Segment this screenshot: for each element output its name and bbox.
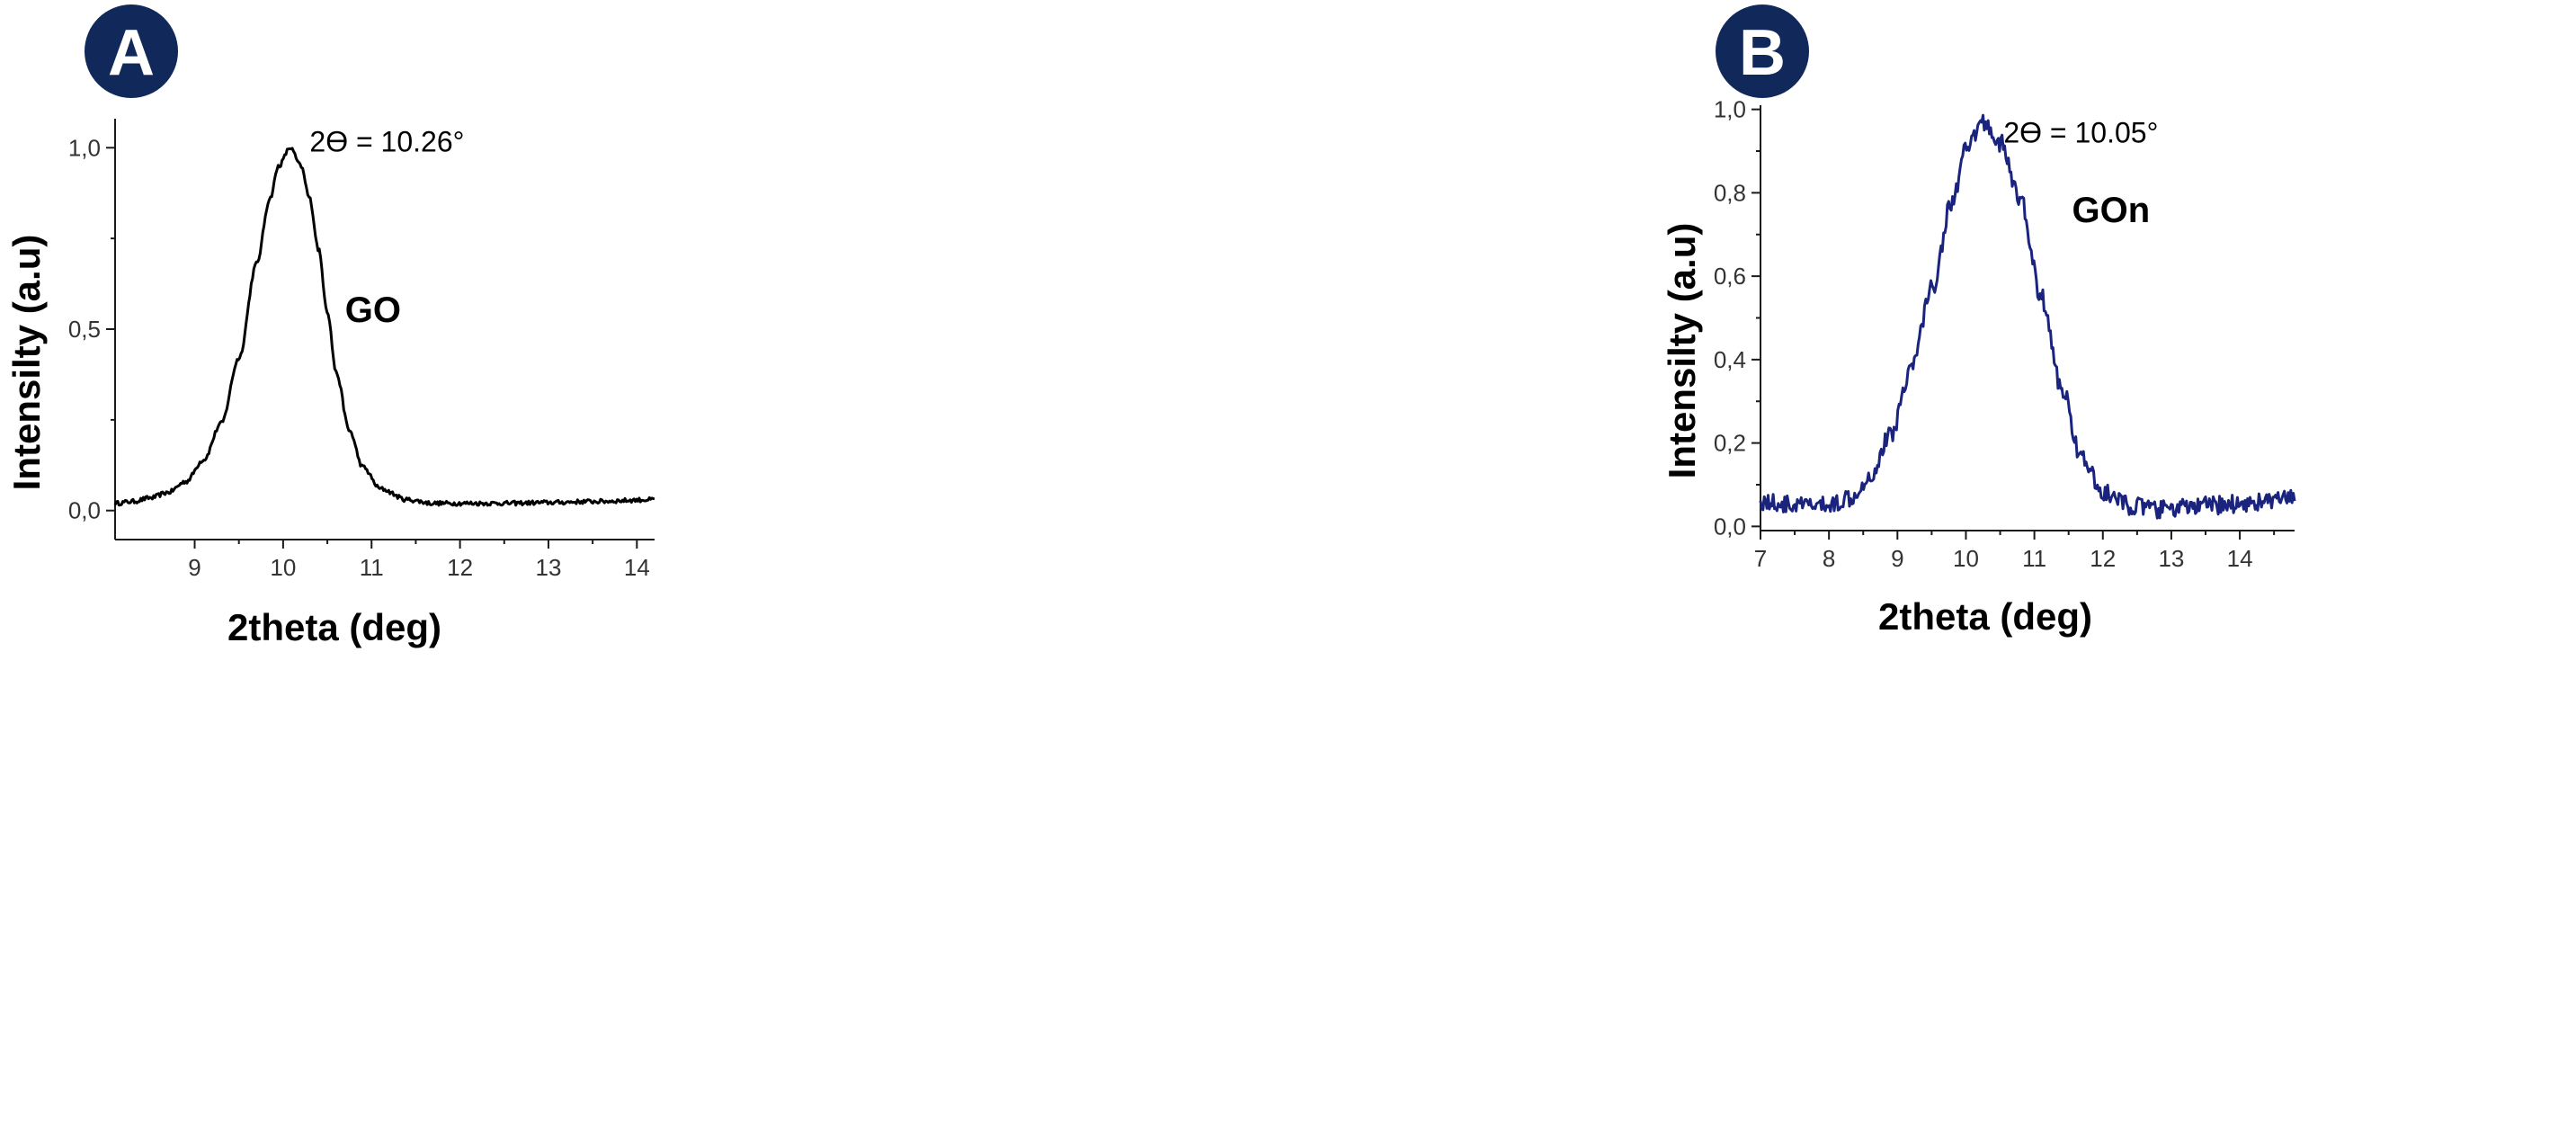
chart-a-y-tick-label: 0,5 [68,316,101,343]
chart-a-x-tick-label: 14 [624,554,650,581]
chart-b-y-tick-label: 0,6 [1714,263,1746,290]
chart-a-x-tick-label: 12 [447,554,473,581]
chart-b-x-axis-title: 2theta (deg) [1878,595,2092,638]
chart-b-y-tick-label: 1,0 [1714,96,1746,123]
chart-a-x-ticks: 9 10 11 12 13 14 [188,540,650,581]
chart-b-y-tick-label: 0,2 [1714,430,1746,457]
chart-a-x-tick-label: 10 [270,554,296,581]
chart-a-series-line [113,147,655,507]
panel-b-badge-label: B [1739,17,1786,89]
chart-b-x-tick-label: 14 [2227,545,2253,572]
chart-b-series-line [1759,113,2296,520]
chart-a-y-axis-title: Intensilty (a.u) [5,235,48,491]
chart-a-peak-annotation: 2ϴ = 10.26° [309,125,464,157]
chart-b-y-ticks: 0,0 0,2 0,4 0,6 0,8 1,0 [1714,96,1760,540]
chart-a-series-label: GO [345,290,401,330]
panel-b-badge: B [1716,4,1809,98]
chart-a-x-tick-label: 13 [536,554,562,581]
chart-b-x-tick-label: 13 [2158,545,2184,572]
chart-a-x-tick-label: 9 [188,554,201,581]
chart-a-x-tick-label: 11 [360,554,384,581]
chart-b-x-tick-label: 11 [2022,545,2046,572]
chart-panel-a: A 9 10 11 12 13 14 0,0 0,5 1,0 2ϴ = 10.26° GO 2… [0,0,1259,1143]
chart-b-x-tick-label: 10 [1953,545,1979,572]
chart-a-svg: A 9 10 11 12 13 14 0,0 0,5 1,0 2ϴ = 10.26° GO 2… [5,4,655,648]
panel-a-badge-label: A [108,17,155,89]
chart-b-x-ticks: 7 8 9 10 11 12 13 14 [1754,531,2276,572]
panel-a-badge-circle [85,4,178,98]
chart-b-y-tick-label: 0,0 [1714,513,1746,540]
chart-panel-b: B 7 8 9 10 11 12 13 14 0,0 0,2 0,4 0,6 0,8 1,0 2ϴ = … [1259,0,2576,1143]
chart-b-x-tick-label: 12 [2090,545,2116,572]
panel-b-badge-circle [1716,4,1809,98]
chart-b-svg: B 7 8 9 10 11 12 13 14 0,0 0,2 0,4 0,6 0,8 1,0 2ϴ = … [1661,4,2296,638]
chart-b-x-tick-label: 9 [1891,545,1903,572]
chart-b-peak-annotation: 2ϴ = 10.05° [2003,117,2158,149]
chart-a-x-axis-title: 2theta (deg) [227,606,441,648]
chart-b-series-label: GOn [2072,191,2151,230]
chart-b-x-tick-label: 8 [1823,545,1835,572]
chart-b-x-tick-label: 7 [1754,545,1767,572]
chart-a-y-ticks: 0,0 0,5 1,0 [68,134,115,524]
chart-a-y-tick-label: 0,0 [68,497,101,524]
chart-b-y-tick-label: 0,8 [1714,179,1746,206]
chart-a-y-tick-label: 1,0 [68,134,101,161]
chart-b-y-tick-label: 0,4 [1714,346,1746,373]
panel-a-badge: A [85,4,178,98]
chart-b-y-axis-title: Intensilty (a.u) [1661,223,1703,479]
